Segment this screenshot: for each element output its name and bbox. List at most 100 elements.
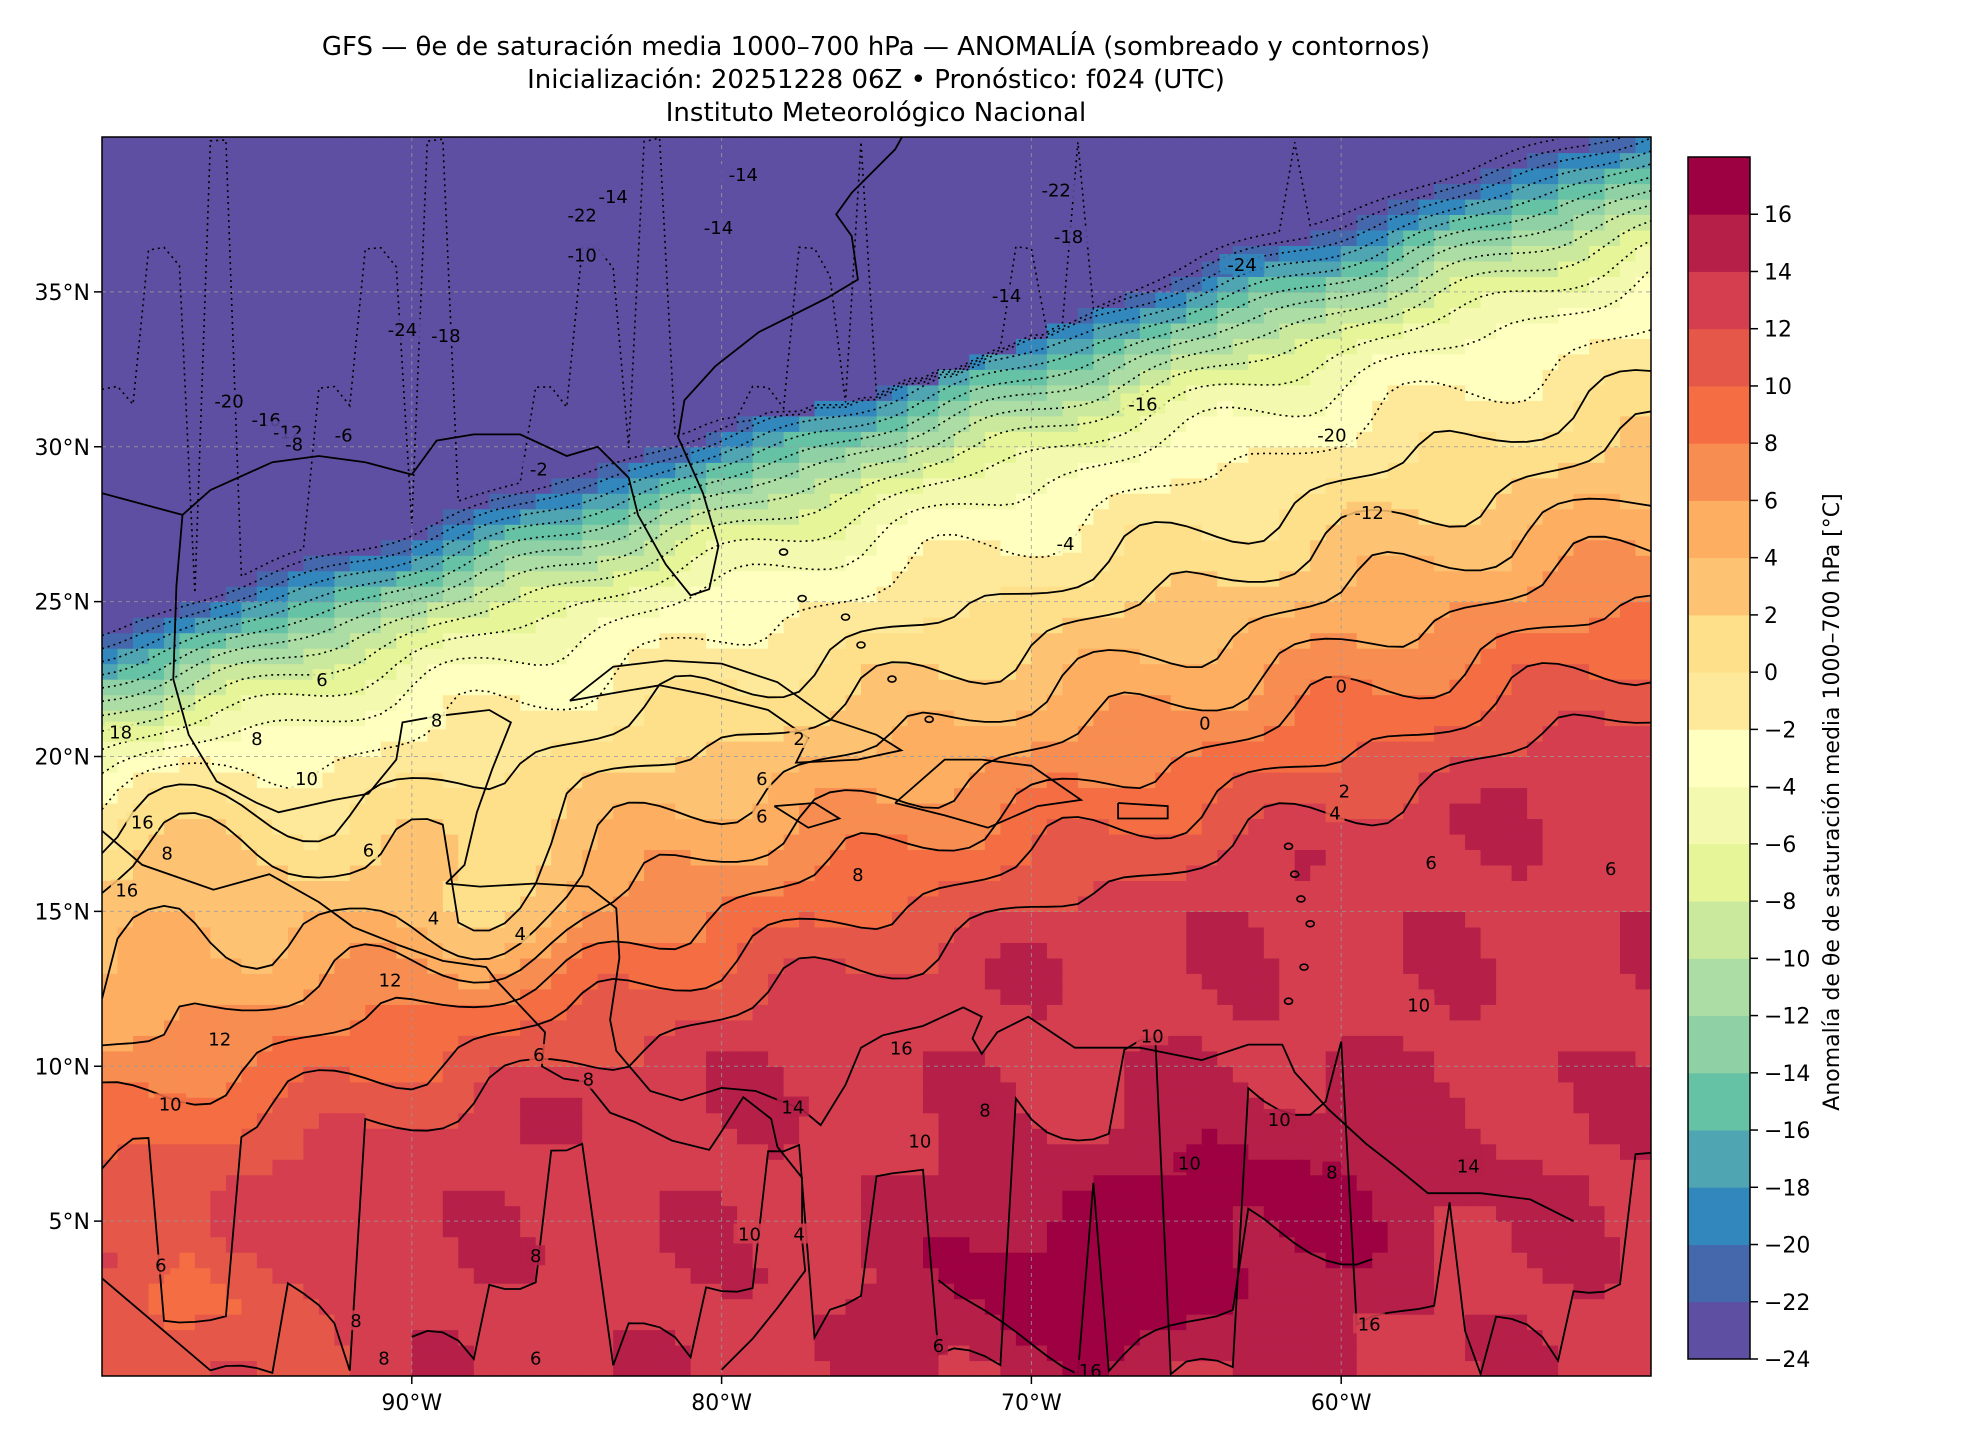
- anomaly-cell: [427, 818, 444, 835]
- anomaly-cell: [458, 803, 475, 820]
- anomaly-cell: [1248, 942, 1265, 959]
- anomaly-cell: [783, 756, 800, 773]
- anomaly-cell: [675, 880, 692, 897]
- anomaly-cell: [1139, 1159, 1156, 1176]
- anomaly-cell: [1248, 1081, 1265, 1098]
- anomaly-cell: [1589, 973, 1606, 990]
- anomaly-cell: [1542, 725, 1559, 742]
- anomaly-cell: [892, 849, 909, 866]
- anomaly-cell: [1093, 1298, 1110, 1315]
- anomaly-cell: [1015, 988, 1032, 1005]
- anomaly-cell: [1294, 1329, 1311, 1346]
- anomaly-cell: [1124, 1159, 1141, 1176]
- anomaly-cell: [473, 1267, 490, 1284]
- anomaly-cell: [706, 663, 723, 680]
- anomaly-cell: [241, 1267, 258, 1284]
- anomaly-cell: [768, 942, 785, 959]
- anomaly-cell: [1542, 694, 1559, 711]
- anomaly-cell: [861, 1205, 878, 1222]
- anomaly-cell: [923, 1236, 940, 1253]
- anomaly-cell: [458, 1066, 475, 1083]
- anomaly-cell: [1620, 957, 1637, 974]
- anomaly-cell: [845, 1252, 862, 1269]
- anomaly-cell: [318, 725, 335, 742]
- anomaly-cell: [1558, 1050, 1575, 1067]
- anomaly-cell: [1217, 632, 1234, 649]
- anomaly-cell: [1434, 911, 1451, 928]
- anomaly-cell: [1573, 1298, 1590, 1315]
- anomaly-cell: [690, 1283, 707, 1300]
- anomaly-cell: [1325, 1314, 1342, 1331]
- anomaly-cell: [1093, 988, 1110, 1005]
- anomaly-cell: [923, 1035, 940, 1052]
- anomaly-cell: [969, 973, 986, 990]
- anomaly-cell: [1077, 1221, 1094, 1238]
- anomaly-cell: [814, 1298, 831, 1315]
- anomaly-cell: [1077, 1035, 1094, 1052]
- anomaly-cell: [458, 957, 475, 974]
- anomaly-cell: [1403, 1283, 1420, 1300]
- anomaly-cell: [721, 833, 738, 850]
- anomaly-cell: [287, 741, 304, 758]
- anomaly-cell: [830, 942, 847, 959]
- anomaly-cell: [876, 1329, 893, 1346]
- anomaly-cell: [117, 1004, 134, 1021]
- anomaly-cell: [984, 1081, 1001, 1098]
- anomaly-cell: [411, 601, 428, 618]
- anomaly-cell: [938, 679, 955, 696]
- anomaly-cell: [241, 1128, 258, 1145]
- anomaly-cell: [1310, 849, 1327, 866]
- anomaly-cell: [954, 1298, 971, 1315]
- anomaly-cell: [442, 1050, 459, 1067]
- anomaly-cell: [1635, 833, 1651, 850]
- anomaly-cell: [706, 1019, 723, 1036]
- anomaly-cell: [628, 1298, 645, 1315]
- anomaly-cell: [1124, 710, 1141, 727]
- anomaly-cell: [1449, 1019, 1466, 1036]
- anomaly-cell: [1170, 1097, 1187, 1114]
- anomaly-cell: [737, 1174, 754, 1191]
- anomaly-cell: [272, 787, 289, 804]
- anomaly-cell: [799, 957, 816, 974]
- anomaly-cell: [582, 1143, 599, 1160]
- anomaly-cell: [861, 1360, 878, 1376]
- anomaly-cell: [1418, 710, 1435, 727]
- anomaly-cell: [566, 926, 583, 943]
- anomaly-cell: [411, 1035, 428, 1052]
- anomaly-cell: [613, 1143, 630, 1160]
- anomaly-cell: [737, 1159, 754, 1176]
- anomaly-cell: [1341, 942, 1358, 959]
- anomaly-cell: [644, 1221, 661, 1238]
- anomaly-cell: [1031, 1314, 1048, 1331]
- anomaly-cell: [117, 1267, 134, 1284]
- anomaly-cell: [164, 1004, 181, 1021]
- anomaly-cell: [628, 1004, 645, 1021]
- anomaly-cell: [256, 663, 273, 680]
- anomaly-cell: [303, 1345, 320, 1362]
- anomaly-cell: [1325, 849, 1342, 866]
- anomaly-cell: [225, 601, 242, 618]
- anomaly-cell: [1201, 1143, 1218, 1160]
- anomaly-cell: [907, 849, 924, 866]
- anomaly-cell: [1201, 803, 1218, 820]
- anomaly-cell: [504, 1128, 521, 1145]
- anomaly-cell: [845, 1360, 862, 1376]
- anomaly-cell: [164, 1066, 181, 1083]
- anomaly-cell: [318, 648, 335, 665]
- anomaly-cell: [272, 1143, 289, 1160]
- anomaly-cell: [1372, 849, 1389, 866]
- anomaly-cell: [1232, 973, 1249, 990]
- anomaly-cell: [164, 1283, 181, 1300]
- anomaly-cell: [164, 988, 181, 1005]
- anomaly-cell: [907, 1329, 924, 1346]
- anomaly-cell: [179, 601, 196, 618]
- anomaly-cell: [1232, 601, 1249, 618]
- anomaly-cell: [1449, 1329, 1466, 1346]
- anomaly-cell: [225, 1298, 242, 1315]
- anomaly-cell: [225, 833, 242, 850]
- anomaly-cell: [520, 772, 537, 789]
- anomaly-cell: [1294, 942, 1311, 959]
- anomaly-cell: [1108, 1283, 1125, 1300]
- anomaly-cell: [427, 725, 444, 742]
- anomaly-cell: [938, 1221, 955, 1238]
